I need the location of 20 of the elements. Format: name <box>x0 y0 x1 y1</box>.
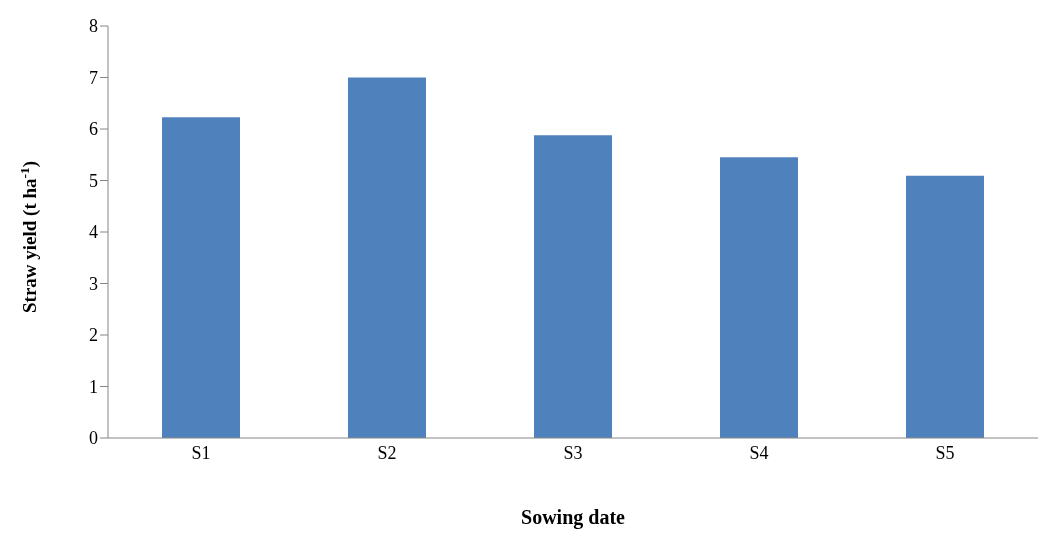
x-tick-label: S4 <box>749 442 769 463</box>
bar <box>162 117 240 438</box>
bar <box>534 135 612 438</box>
x-axis-title: Sowing date <box>521 506 626 529</box>
y-tick-label: 1 <box>89 376 98 397</box>
y-tick-label: 7 <box>89 67 98 88</box>
bar <box>906 175 984 438</box>
y-tick-label: 4 <box>89 222 98 243</box>
x-tick-label: S5 <box>935 442 955 463</box>
y-tick-label: 8 <box>89 16 98 37</box>
bar <box>348 77 426 438</box>
x-tick-label: S1 <box>191 442 211 463</box>
x-tick-label: S2 <box>377 442 397 463</box>
y-tick-label: 2 <box>89 325 98 346</box>
y-tick-label: 5 <box>89 170 98 191</box>
y-tick-label: 3 <box>89 273 98 294</box>
bar <box>720 157 798 438</box>
x-tick-label: S3 <box>563 442 583 463</box>
y-tick-label: 6 <box>89 119 98 140</box>
y-tick-label: 0 <box>89 428 98 449</box>
